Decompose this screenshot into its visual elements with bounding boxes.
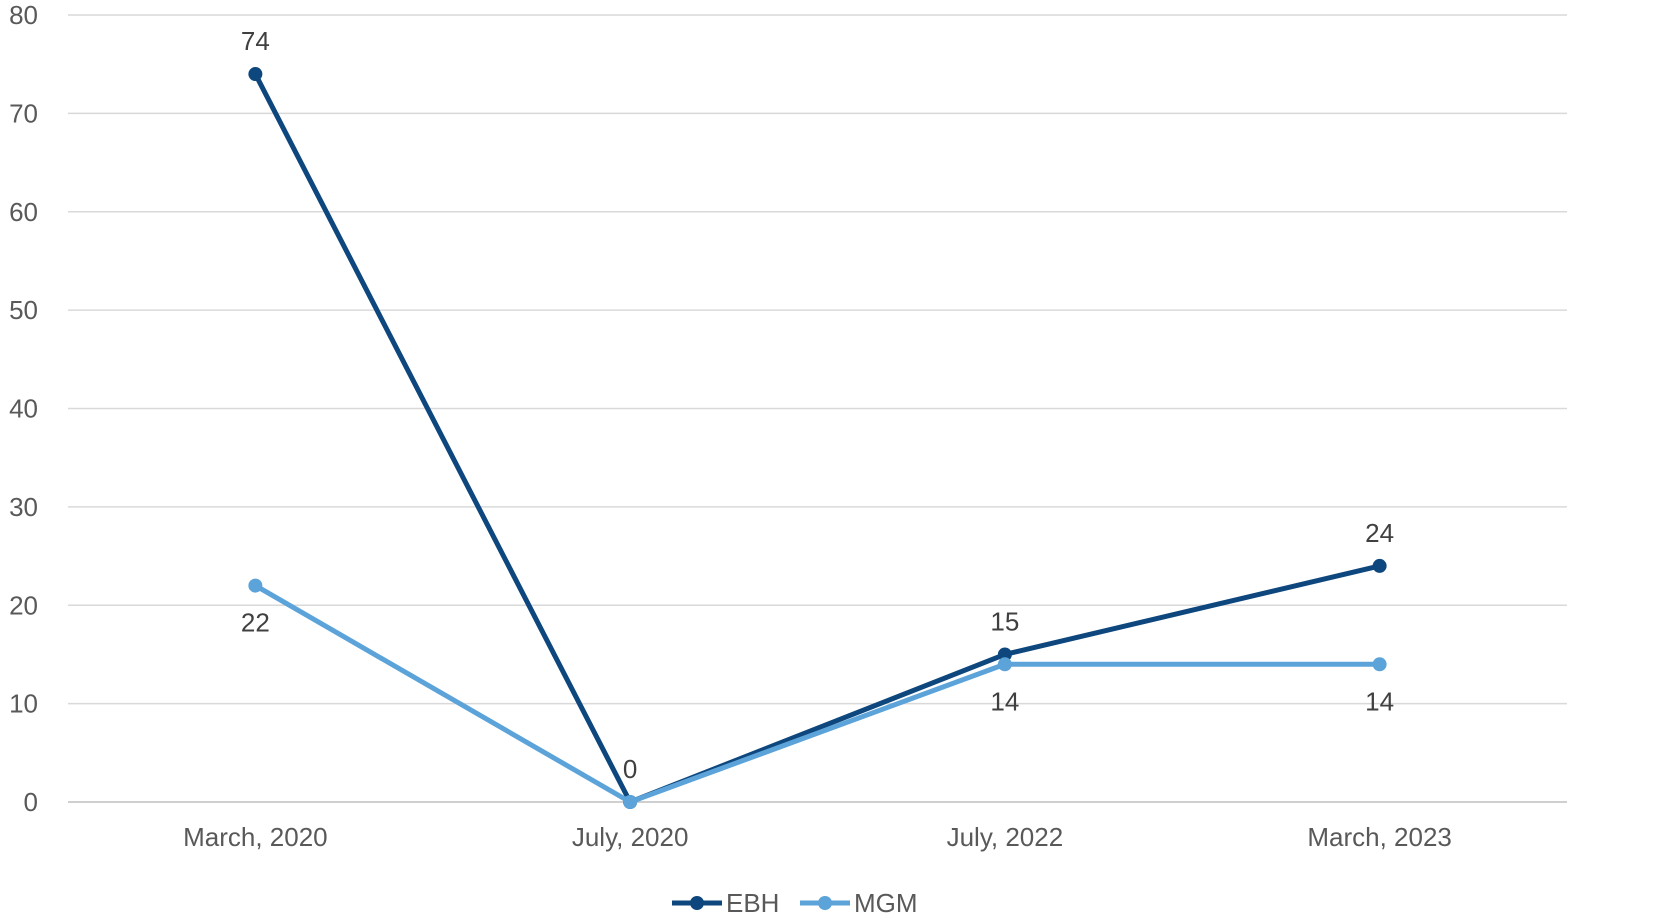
series-line-ebh <box>252 71 1383 805</box>
y-tick-label: 80 <box>9 0 38 30</box>
series-lines <box>248 67 1387 809</box>
x-tick-label: July, 2020 <box>572 822 689 852</box>
y-tick-label: 10 <box>9 689 38 719</box>
data-label-ebh: 74 <box>241 26 270 56</box>
y-tick-label: 60 <box>9 197 38 227</box>
legend-marker-ebh <box>690 896 704 910</box>
data-point-ebh <box>248 67 263 82</box>
y-tick-label: 0 <box>24 787 38 817</box>
y-tick-label: 20 <box>9 590 38 620</box>
data-label-ebh: 0 <box>623 754 637 784</box>
data-label-ebh: 15 <box>990 606 1019 636</box>
y-tick-label: 70 <box>9 98 38 128</box>
data-point-ebh <box>997 647 1012 662</box>
data-label-ebh: 24 <box>1365 518 1394 548</box>
data-label-mgm: 22 <box>241 608 270 638</box>
gridlines <box>68 14 1567 803</box>
series-line-mgm <box>252 583 1383 805</box>
data-label-mgm: 14 <box>1365 686 1394 716</box>
y-axis-ticks: 0 10 20 30 40 50 60 70 80 <box>9 0 38 817</box>
data-point-mgm <box>1372 657 1387 672</box>
data-point-mgm <box>248 578 263 593</box>
legend-marker-mgm <box>818 896 832 910</box>
legend-label-ebh: EBH <box>726 888 779 918</box>
data-point-ebh <box>1372 558 1387 573</box>
data-label-mgm: 14 <box>990 686 1019 716</box>
x-tick-label: July, 2022 <box>947 822 1064 852</box>
x-tick-label: March, 2023 <box>1307 822 1452 852</box>
data-point-mgm <box>623 795 638 809</box>
y-tick-label: 40 <box>9 394 38 424</box>
data-point-mgm <box>997 657 1012 672</box>
data-labels: 74 0 15 24 22 14 14 <box>241 26 1394 784</box>
x-axis-ticks: March, 2020 July, 2020 July, 2022 March, 20… <box>183 822 1452 852</box>
legend-label-mgm: MGM <box>854 888 918 918</box>
y-tick-label: 50 <box>9 295 38 325</box>
legend: EBH MGM <box>672 888 918 918</box>
y-tick-label: 30 <box>9 492 38 522</box>
x-tick-label: March, 2020 <box>183 822 328 852</box>
